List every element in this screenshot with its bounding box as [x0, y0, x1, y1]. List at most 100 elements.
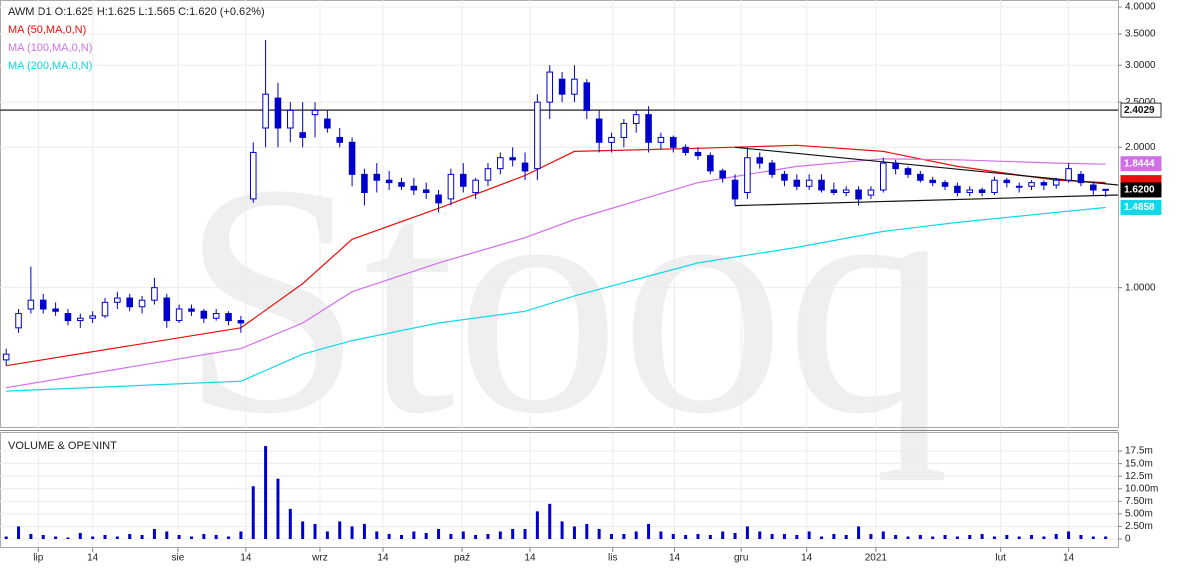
volume-bar [548, 503, 552, 539]
level-label-box [1120, 102, 1162, 118]
volume-bar [437, 528, 441, 539]
candle-body [966, 189, 974, 193]
candle-body [249, 151, 257, 200]
price-frame [0, 0, 1119, 428]
volume-bar [684, 534, 688, 539]
legend-entry: MA (50,MA,0,N) [8, 24, 86, 36]
candle-body [64, 313, 72, 322]
close-label-box [1120, 182, 1162, 198]
volume-bar [980, 533, 984, 539]
y-tick-label: 2.0000 [1125, 142, 1156, 153]
volume-bar [955, 536, 959, 539]
candle-body [830, 189, 838, 193]
volume-bar [807, 531, 811, 539]
volume-bar [1042, 536, 1046, 539]
candle-body [237, 320, 245, 324]
candle-body [212, 313, 220, 319]
candle-body [52, 308, 59, 312]
candle-body [348, 141, 356, 175]
volume-bar [276, 478, 280, 539]
volume-bar [338, 521, 342, 539]
volume-bar [54, 536, 58, 539]
volume-bar [535, 511, 539, 539]
volume-bar [115, 536, 119, 539]
y-tick-label: 3.0000 [1125, 60, 1156, 71]
volume-bar [511, 528, 515, 539]
x-tick-label: 14 [524, 553, 536, 564]
candle-body [867, 189, 875, 196]
volume-bar [992, 536, 996, 539]
candle-body [744, 157, 751, 193]
volume-bar [17, 526, 21, 539]
volume-bar [770, 533, 774, 539]
volume-bar [647, 523, 651, 539]
volume-frame [0, 432, 1119, 548]
volume-tick-label: 0 [1125, 534, 1131, 545]
candle-body [818, 179, 825, 191]
volume-bar [708, 534, 712, 539]
volume-bar [968, 534, 972, 539]
ma-label: 1.8444 [1124, 158, 1155, 169]
volume-bar [214, 534, 218, 539]
y-tick-label: 3.5000 [1125, 29, 1156, 40]
x-tick-label: 14 [801, 553, 813, 564]
ma-label: 1.4858 [1124, 202, 1155, 213]
volume-bar [288, 508, 292, 539]
candle-body [422, 189, 430, 193]
volume-tick-label: 5.00m [1125, 509, 1153, 520]
volume-bar [857, 526, 861, 539]
volume-bar [424, 532, 428, 539]
candle-body [521, 162, 529, 172]
candle-body [880, 162, 887, 191]
candle-body [1040, 182, 1048, 186]
candle-body [447, 173, 455, 200]
candle-body [274, 97, 282, 129]
candle-body [200, 310, 208, 319]
legend-entry: MA (100,MA,0,N) [8, 42, 92, 54]
volume-bar [820, 536, 824, 539]
volume-bar [1005, 534, 1009, 539]
candle-body [39, 299, 47, 310]
volume-bar [66, 537, 70, 539]
candle-body [138, 299, 146, 308]
candle-body [361, 173, 368, 193]
candle-body [472, 179, 479, 193]
volume-bar [572, 526, 576, 539]
volume-bar [733, 532, 737, 539]
candle-body [89, 315, 96, 319]
candle-body [595, 118, 603, 143]
volume-bar [78, 532, 82, 539]
candle-body [756, 157, 764, 164]
volume-tick-label: 17.5m [1125, 446, 1153, 457]
volume-bar [498, 531, 502, 539]
chart-title: AWM D1 O:1.625 H:1.625 L:1.565 C:1.620 (… [8, 6, 265, 18]
ma-line [6, 144, 1106, 367]
volume-bar [301, 521, 305, 539]
candle-body [435, 194, 442, 204]
x-tick-label: 14 [669, 553, 681, 564]
volume-bar [140, 534, 144, 539]
candle-body [1003, 179, 1011, 184]
candle-body [509, 157, 516, 161]
volume-bar [41, 534, 45, 539]
candle-body [571, 78, 578, 95]
candle-body [1052, 179, 1060, 186]
candle-body [324, 118, 331, 129]
volume-bar [1067, 531, 1071, 539]
candle-body [632, 114, 640, 124]
candle-body [114, 297, 121, 303]
volume-bar [795, 534, 799, 539]
candle-body [546, 71, 554, 103]
volume-bar [634, 531, 638, 539]
volume-bar [671, 533, 675, 539]
x-tick-label: wrz [311, 553, 328, 564]
candle-body [77, 317, 84, 322]
candle-body [101, 301, 109, 317]
volume-bar [264, 446, 268, 539]
volume-bar [325, 531, 329, 539]
candle-body [163, 297, 171, 322]
candle-body [954, 185, 961, 193]
volume-bar [251, 486, 255, 539]
volume-bar [721, 531, 725, 539]
volume-bar [350, 526, 354, 539]
